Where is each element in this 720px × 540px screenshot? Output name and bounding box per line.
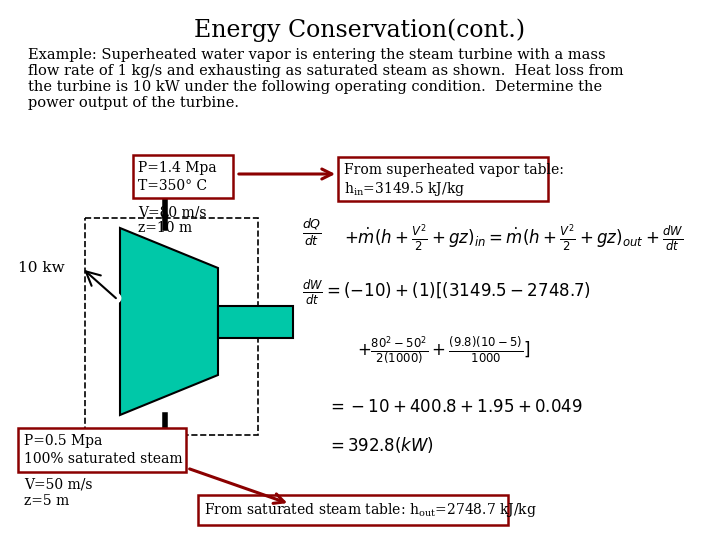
- Text: From superheated vapor table:: From superheated vapor table:: [344, 163, 564, 177]
- Text: P=1.4 Mpa: P=1.4 Mpa: [138, 161, 217, 175]
- Text: flow rate of 1 kg/s and exhausting as saturated steam as shown.  Heat loss from: flow rate of 1 kg/s and exhausting as sa…: [28, 64, 624, 78]
- Text: Energy Conservation(cont.): Energy Conservation(cont.): [194, 18, 526, 42]
- Text: the turbine is 10 kW under the following operating condition.  Determine the: the turbine is 10 kW under the following…: [28, 80, 602, 94]
- Text: z=5 m: z=5 m: [24, 494, 69, 508]
- Bar: [85, 218, 258, 435]
- Text: 100% saturated steam: 100% saturated steam: [24, 452, 183, 466]
- Bar: [338, 157, 548, 201]
- Text: h$_{\mathregular{in}}$=3149.5 kJ/kg: h$_{\mathregular{in}}$=3149.5 kJ/kg: [344, 180, 465, 198]
- Text: P=0.5 Mpa: P=0.5 Mpa: [24, 434, 102, 448]
- Polygon shape: [120, 228, 218, 415]
- Text: $\frac{dW}{dt} = (-10) + (1)[(3149.5 - 2748.7)$: $\frac{dW}{dt} = (-10) + (1)[(3149.5 - 2…: [302, 278, 591, 307]
- Bar: [133, 155, 233, 198]
- Text: power output of the turbine.: power output of the turbine.: [28, 96, 239, 110]
- Text: V=50 m/s: V=50 m/s: [24, 478, 92, 492]
- Text: 10 kw: 10 kw: [18, 261, 65, 275]
- Text: $+ \dot{m}(h+\frac{V^2}{2}+gz)_{in} = \dot{m}(h+\frac{V^2}{2}+gz)_{out} + \frac{: $+ \dot{m}(h+\frac{V^2}{2}+gz)_{in} = \d…: [344, 222, 683, 254]
- Bar: [18, 428, 186, 472]
- Text: $= 392.8(kW)$: $= 392.8(kW)$: [327, 435, 434, 455]
- Text: $= -10 + 400.8 + 1.95 + 0.049$: $= -10 + 400.8 + 1.95 + 0.049$: [327, 398, 582, 416]
- Text: V=80 m/s: V=80 m/s: [138, 205, 207, 219]
- Bar: [198, 495, 508, 525]
- Text: Example: Superheated water vapor is entering the steam turbine with a mass: Example: Superheated water vapor is ente…: [28, 48, 606, 62]
- Text: $\frac{dQ}{dt}$: $\frac{dQ}{dt}$: [302, 218, 322, 249]
- Text: T=350° C: T=350° C: [138, 179, 207, 193]
- Bar: [218, 306, 293, 338]
- Text: z=10 m: z=10 m: [138, 221, 192, 235]
- Text: $+\frac{80^{2}-50^{2}}{2(1000)}+\frac{(9.8)(10-5)}{1000}]$: $+\frac{80^{2}-50^{2}}{2(1000)}+\frac{(9…: [357, 335, 531, 367]
- Text: From saturated steam table: h$_{\mathregular{out}}$=2748.7 kJ/kg: From saturated steam table: h$_{\mathreg…: [204, 501, 537, 519]
